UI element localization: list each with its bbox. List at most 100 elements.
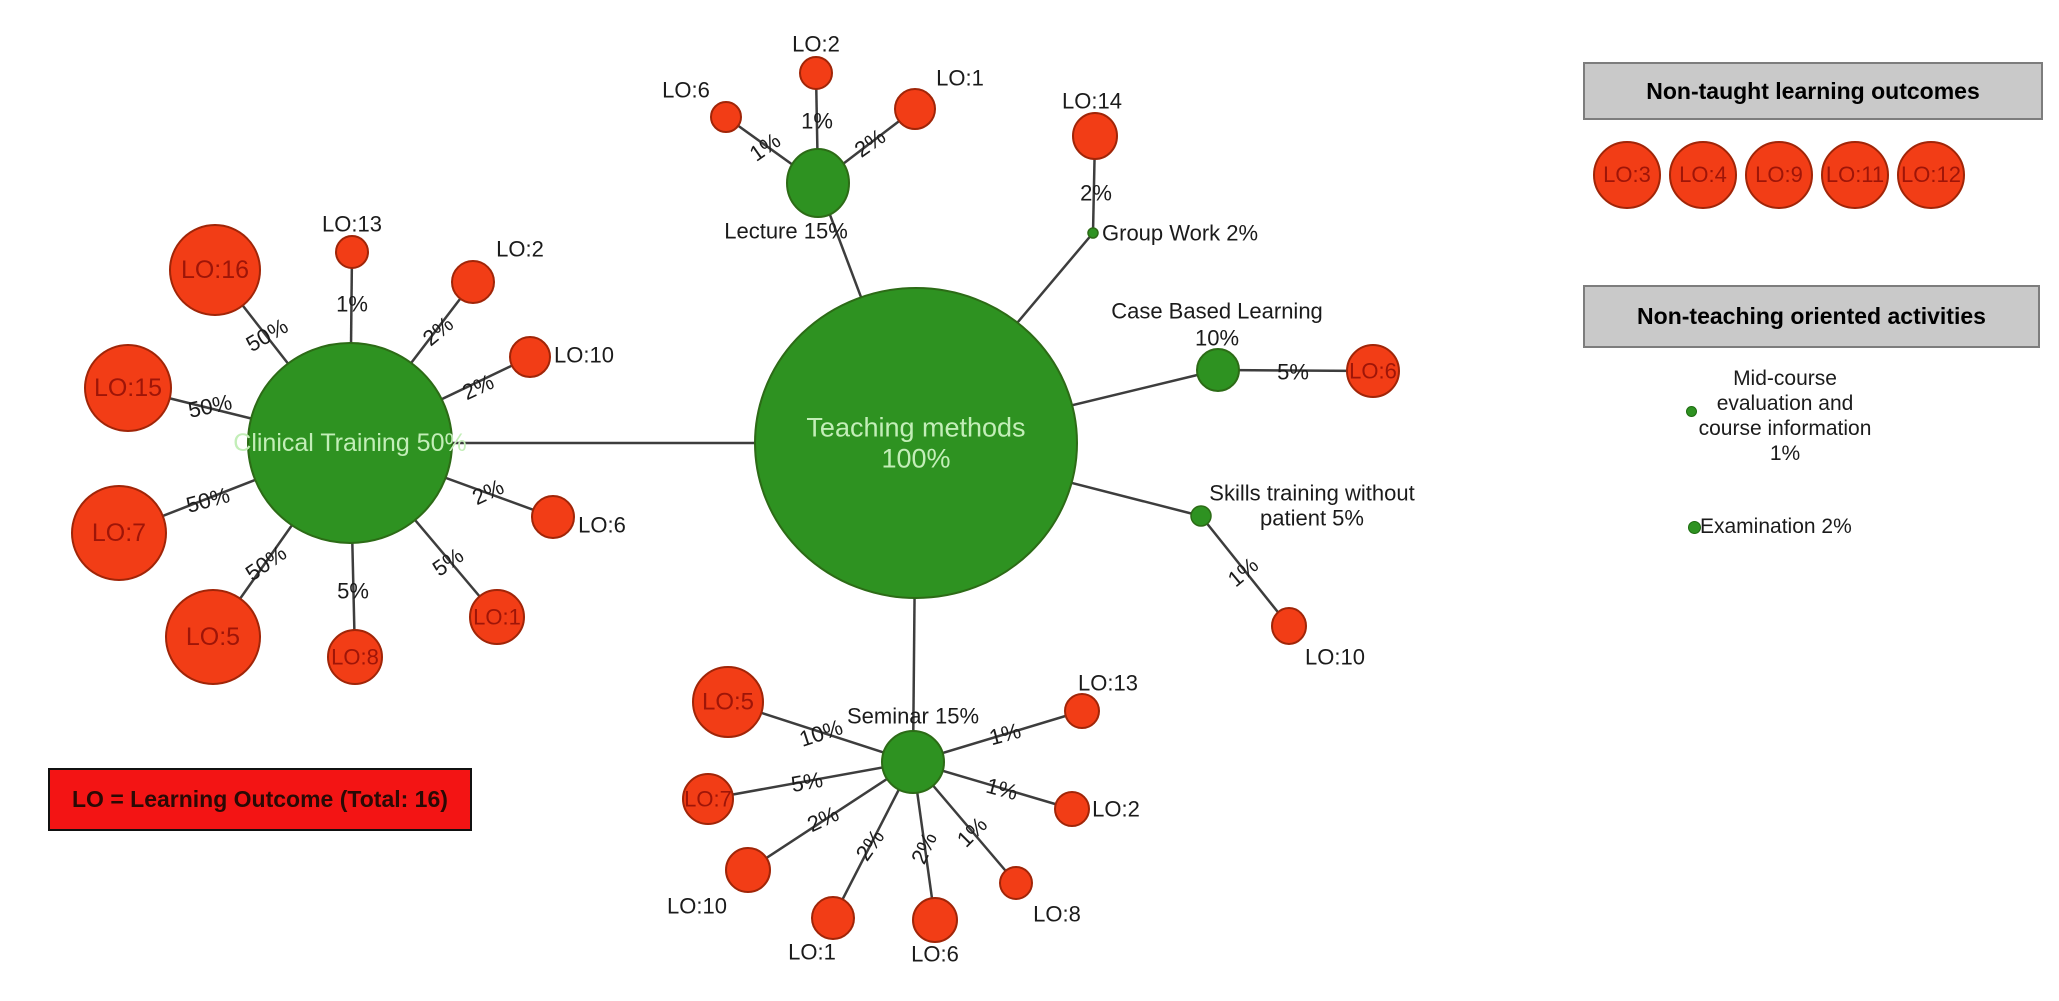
edge-label-clinical-cl_lo16: 50% [242,313,293,357]
node-lec_lo6 [710,101,742,133]
node-label-sem_lo6: LO:6 [911,942,959,967]
node-label-lec_lo6: LO:6 [662,78,710,103]
edge-label-seminar-sem_lo2: 1% [983,773,1020,805]
node-skills [1190,505,1212,527]
edge-label-cbl-cbl_lo6: 5% [1277,360,1309,385]
midcourse-item: Mid-course evaluation and course informa… [1695,366,1875,466]
legend-outcome-circle: LO:12 [1897,141,1965,209]
node-cl_lo5 [165,589,261,685]
node-lo14 [1072,112,1118,160]
edge-label-lecture-lec_lo2: 1% [801,109,833,134]
node-label-sem_lo2: LO:2 [1092,797,1140,822]
node-lec_lo1 [894,88,936,130]
node-text-cl_lo1: LO:1 [473,605,521,630]
midcourse-line: course information [1698,417,1872,440]
node-label-sem_lo13: LO:13 [1078,671,1138,696]
edge-label-seminar-sem_lo13: 1% [986,718,1023,750]
edge-label-clinical-cl_lo13: 1% [336,292,368,317]
node-sem_lo1 [811,896,855,940]
legend-outcome-circle: LO:9 [1745,141,1813,209]
node-cl_lo8 [327,629,383,685]
lo-key-note-label: LO = Learning Outcome (Total: 16) [72,786,448,812]
node-clinical [247,342,453,544]
node-text-sem_lo5: LO:5 [702,689,754,716]
legend-outcome-circle: LO:3 [1593,141,1661,209]
legend-outcome-label: LO:12 [1901,162,1961,187]
node-sem_lo13 [1064,693,1100,729]
node-cl_lo13 [335,235,369,269]
edge-seminar-sem_lo7 [707,760,914,801]
node-label-sem_lo8: LO:8 [1033,902,1081,927]
node-text-sem_lo7: LO:7 [684,787,732,812]
edge-seminar-sem_lo10 [747,760,914,872]
examination-dot [1688,521,1701,534]
midcourse-line: Mid-course [1733,367,1837,390]
node-label-lecture: Lecture 15% [724,219,848,244]
node-sem_lo6 [912,897,958,943]
legend-non-teaching-header: Non-teaching oriented activities [1583,285,2040,348]
node-label-skills: Skills training without patient 5% [1209,481,1414,531]
non-taught-outcomes-row: LO:3 LO:4 LO:9 LO:11 LO:12 [1593,141,1965,209]
node-cl_lo16 [169,224,261,316]
edge-label-seminar-sem_lo5: 10% [796,714,846,751]
node-text-cl_lo8: LO:8 [331,645,379,670]
node-cl_lo1 [469,589,525,645]
node-text-cl_lo15: LO:15 [94,374,162,402]
lo-key-note-box: LO = Learning Outcome (Total: 16) [48,768,472,831]
node-label-cl_lo10: LO:10 [554,343,614,368]
midcourse-line: evaluation and [1716,392,1854,415]
midcourse-dot [1686,406,1697,417]
edge-label-clinical-cl_lo8: 5% [337,579,369,604]
legend-outcome-label: LO:11 [1825,162,1885,187]
node-cl_lo15 [84,344,172,432]
node-teaching [754,287,1078,599]
node-label-cbl: Case Based Learning 10% [1111,299,1323,351]
node-text-cl_lo16: LO:16 [181,256,249,284]
node-label-sem_lo1: LO:1 [788,940,836,965]
edge-label-clinical-cl_lo15: 50% [186,389,234,423]
node-sem_lo7 [682,773,734,825]
edge-label-lecture-lec_lo1: 2% [850,124,890,163]
edge-label-seminar-sem_lo1: 2% [851,825,890,865]
node-text-cl_lo5: LO:5 [186,623,240,651]
examination-item: Examination 2% [1700,515,1852,538]
legend-non-taught-title: Non-taught learning outcomes [1646,77,1980,104]
node-sem_lo5 [692,666,764,738]
node-sem_lo8 [999,866,1033,900]
node-label-lec_lo2: LO:2 [792,32,840,57]
node-label-cl_lo13: LO:13 [322,212,382,237]
node-cl_lo2 [451,260,495,304]
node-sem_lo10 [725,847,771,893]
node-label-seminar: Seminar 15% [847,704,979,729]
legend-non-taught-header: Non-taught learning outcomes [1583,62,2043,120]
node-text-cl_lo7: LO:7 [92,519,146,547]
legend-outcome-circle: LO:11 [1821,141,1889,209]
node-lecture [786,148,850,218]
node-label-lo14: LO:14 [1062,89,1122,114]
node-seminar [881,730,945,794]
edge-label-seminar-sem_lo6: 2% [906,828,942,867]
node-cl_lo6 [531,495,575,539]
edge-label-seminar-sem_lo10: 2% [803,801,842,837]
node-cbl [1196,348,1240,392]
edge-label-clinical-cl_lo6: 2% [468,474,507,510]
midcourse-line: 1% [1769,442,1801,465]
node-label-sk_lo10: LO:10 [1305,645,1365,670]
node-cbl_lo6 [1346,344,1400,398]
legend-outcome-label: LO:3 [1603,162,1651,187]
node-lec_lo2 [799,56,833,90]
legend-outcome-label: LO:9 [1755,162,1803,187]
node-label-cl_lo2: LO:2 [496,237,544,262]
node-label-cl_lo6: LO:6 [578,513,626,538]
node-cl_lo7 [71,485,167,581]
node-groupwork [1087,227,1099,239]
edge-label-clinical-cl_lo5: 50% [241,540,291,586]
node-text-teaching: Teaching methods 100% [806,413,1025,474]
node-sem_lo2 [1054,791,1090,827]
node-cl_lo10 [509,336,551,378]
edge-label-clinical-cl_lo7: 50% [183,482,232,518]
legend-outcome-circle: LO:4 [1669,141,1737,209]
node-sk_lo10 [1271,607,1307,645]
